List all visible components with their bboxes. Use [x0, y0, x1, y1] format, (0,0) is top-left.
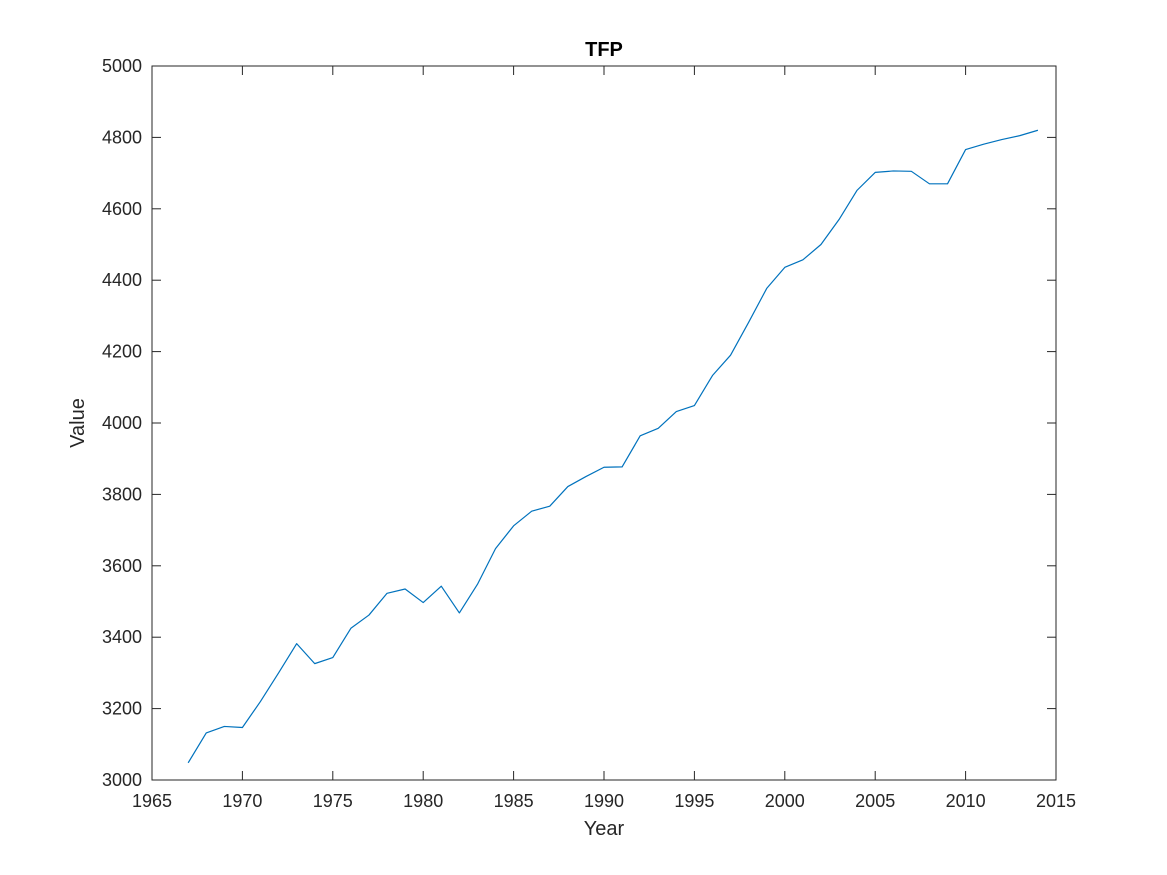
x-axis-label: Year [584, 818, 625, 840]
y-tick-label: 4000 [102, 413, 142, 433]
x-tick-label: 1965 [132, 791, 172, 811]
x-tick-label: 1995 [674, 791, 714, 811]
y-tick-label: 4600 [102, 199, 142, 219]
chart-title: TFP [585, 39, 623, 61]
y-tick-label: 3400 [102, 627, 142, 647]
x-tick-label: 2015 [1036, 791, 1076, 811]
y-tick-label: 3600 [102, 556, 142, 576]
y-tick-label: 3800 [102, 484, 142, 504]
x-tick-label: 1990 [584, 791, 624, 811]
x-tick-label: 1975 [313, 791, 353, 811]
y-tick-label: 3000 [102, 770, 142, 790]
y-axis: 3000 3200 3400 3600 3800 4000 4200 4400 4600 4800… [102, 56, 1056, 790]
plot-area [151, 65, 1057, 781]
tfp-series-line [187, 129, 1039, 764]
series-group [187, 129, 1039, 764]
y-tick-label: 4800 [102, 127, 142, 147]
x-tick-label: 2000 [765, 791, 805, 811]
x-tick-label: 1980 [403, 791, 443, 811]
y-axis-label: Value [67, 398, 89, 448]
x-axis: 1965 1970 1975 1980 1985 1990 1995 2000 2005 2010… [132, 66, 1076, 811]
x-tick-label: 2010 [946, 791, 986, 811]
y-tick-label: 4400 [102, 270, 142, 290]
x-tick-label: 2005 [855, 791, 895, 811]
y-tick-label: 5000 [102, 56, 142, 76]
x-tick-label: 1970 [222, 791, 262, 811]
y-tick-label: 4200 [102, 342, 142, 362]
x-tick-label: 1985 [494, 791, 534, 811]
y-tick-label: 3200 [102, 699, 142, 719]
